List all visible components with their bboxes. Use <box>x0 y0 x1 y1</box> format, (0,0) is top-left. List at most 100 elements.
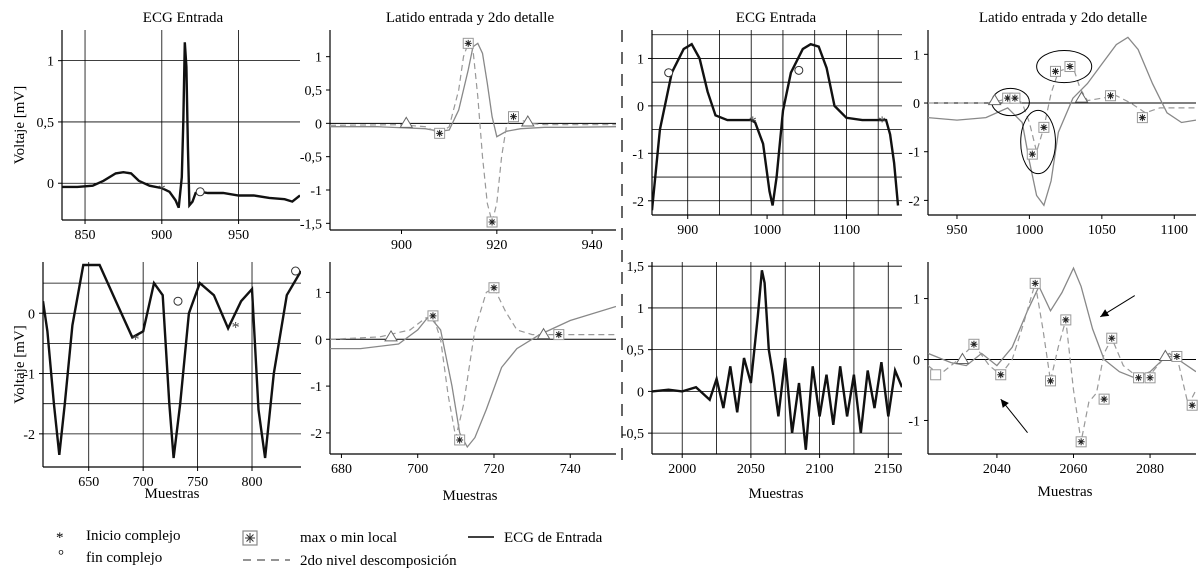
inicio-star-marker: * <box>158 182 166 199</box>
triangle-marker <box>955 352 970 365</box>
legend-maxmin-label: max o min local <box>300 530 397 546</box>
y-tick-label: 0 <box>913 97 920 112</box>
chart-panel-p7: 2000 2050 2100 2150 -0,5 0 0,5 1 1,5 Muestras <box>622 260 902 502</box>
maxmin-box-marker <box>1038 121 1050 133</box>
legend-inicio-label: Inicio complejo <box>86 528 181 544</box>
y-tick-label: 0 <box>315 117 322 132</box>
inicio-star-marker: * <box>878 114 886 131</box>
y-tick-label: 0,5 <box>37 116 55 131</box>
chart-panel-p4: 950 1000 1050 1100 -2 -1 0 1 Latido entrada y 2d… <box>908 10 1196 238</box>
x-tick-label: 1100 <box>1161 223 1188 238</box>
y-tick-label: 0,5 <box>627 344 645 359</box>
plot-area <box>652 42 900 211</box>
x-axis-label: Muestras <box>749 486 804 502</box>
y-tick-label: -1 <box>908 146 920 161</box>
panel-title: ECG Entrada <box>143 10 224 26</box>
fin-circle-marker <box>794 65 804 75</box>
x-tick-label: 2080 <box>1136 462 1164 477</box>
y-tick-label: 0 <box>637 385 644 400</box>
y-tick-label: -2 <box>632 195 644 210</box>
x-tick-label: 1000 <box>1015 223 1043 238</box>
maxmin-box-marker <box>1060 314 1072 326</box>
plot-area <box>928 266 1196 442</box>
x-tick-label: 1000 <box>753 223 781 238</box>
maxmin-box-marker <box>488 282 500 294</box>
triangle-marker <box>1074 91 1089 103</box>
panel-title: Latido entrada y 2do detalle <box>386 10 555 26</box>
ecg-series-line <box>928 36 1196 207</box>
y-tick-label: 1,5 <box>627 260 645 275</box>
maxmin-box-marker <box>434 127 446 139</box>
y-tick-label: -1 <box>23 368 35 383</box>
maxmin-box-marker <box>1105 90 1117 102</box>
x-tick-label: 940 <box>582 238 603 253</box>
maxmin-box-marker <box>1106 332 1118 344</box>
y-axis-label: Voltaje [mV] <box>12 86 28 164</box>
x-tick-label: 900 <box>391 238 412 253</box>
x-tick-label: 2100 <box>806 462 834 477</box>
y-tick-label: -2 <box>23 428 35 443</box>
ecg-series-line <box>652 42 900 211</box>
maxmin-box-marker <box>1045 375 1057 387</box>
maxmin-box-marker <box>427 310 439 322</box>
legend-fin-label: fin complejo <box>86 550 162 566</box>
x-tick-label: 650 <box>78 475 99 490</box>
y-tick-label: 1 <box>47 55 54 70</box>
maxmin-box-marker <box>1133 372 1145 384</box>
maxmin-box-marker <box>454 434 466 446</box>
y-tick-label: -2 <box>310 427 322 442</box>
y-tick-label: 1 <box>637 52 644 67</box>
x-tick-label: 2000 <box>668 462 696 477</box>
inicio-star-marker: * <box>132 331 140 348</box>
y-tick-label: 0 <box>315 333 322 348</box>
y-tick-label: 0 <box>47 177 54 192</box>
y-tick-label: 1 <box>315 286 322 301</box>
y-tick-label: 0,5 <box>305 84 323 99</box>
triangle-marker <box>520 115 535 127</box>
maxmin-box-marker <box>1009 92 1021 104</box>
plot-area <box>62 42 300 209</box>
triangle-marker <box>399 116 414 128</box>
maxmin-box-marker <box>486 216 498 228</box>
maxmin-box-marker <box>1049 65 1061 77</box>
x-tick-label: 2050 <box>737 462 765 477</box>
x-tick-label: 850 <box>75 228 96 243</box>
highlight-ellipse <box>1020 109 1056 175</box>
maxmin-box-marker <box>1029 277 1041 289</box>
triangle-marker <box>987 93 1002 106</box>
x-tick-label: 1100 <box>833 223 860 238</box>
ecg-series-line <box>330 305 616 449</box>
maxmin-box-marker <box>968 338 980 350</box>
fin-circle-marker <box>173 296 183 306</box>
x-tick-label: 800 <box>242 475 263 490</box>
x-tick-label: 700 <box>133 475 154 490</box>
y-tick-label: 1 <box>315 51 322 66</box>
x-tick-label: 920 <box>486 238 507 253</box>
y-tick-label: -1 <box>310 184 322 199</box>
maxmin-box-marker <box>1075 436 1087 448</box>
legend: * Inicio complejo ° fin complejo max o m… <box>56 528 603 569</box>
x-axis-label: Muestras <box>443 488 498 504</box>
arrow-head <box>1000 399 1009 408</box>
fin-circle-marker <box>195 187 205 197</box>
x-axis-label: Muestras <box>1038 484 1093 500</box>
y-tick-label: -1 <box>632 147 644 162</box>
plot-area <box>43 263 301 459</box>
y-tick-label: -0,5 <box>300 151 322 166</box>
x-tick-label: 750 <box>187 475 208 490</box>
y-tick-label: 0 <box>913 354 920 369</box>
chart-panel-p3: 900 1000 1100 -2 -1 0 1 ECG Entrada * * <box>632 10 902 238</box>
x-tick-label: 2060 <box>1059 462 1087 477</box>
x-tick-label: 720 <box>483 462 504 477</box>
detail-series-line <box>928 65 1196 154</box>
maxmin-box-marker <box>1098 393 1110 405</box>
arrow-head <box>1100 309 1110 317</box>
panel-title: Latido entrada y 2do detalle <box>979 10 1148 26</box>
x-tick-label: 700 <box>407 462 428 477</box>
y-tick-label: -1 <box>908 414 920 429</box>
maxmin-box-marker <box>1136 112 1148 124</box>
legend-maxmin-box-icon <box>242 530 258 546</box>
chart-panel-p8: 2040 2060 2080 -1 0 1 Muestras <box>908 262 1198 500</box>
maxmin-box-marker <box>462 37 474 49</box>
